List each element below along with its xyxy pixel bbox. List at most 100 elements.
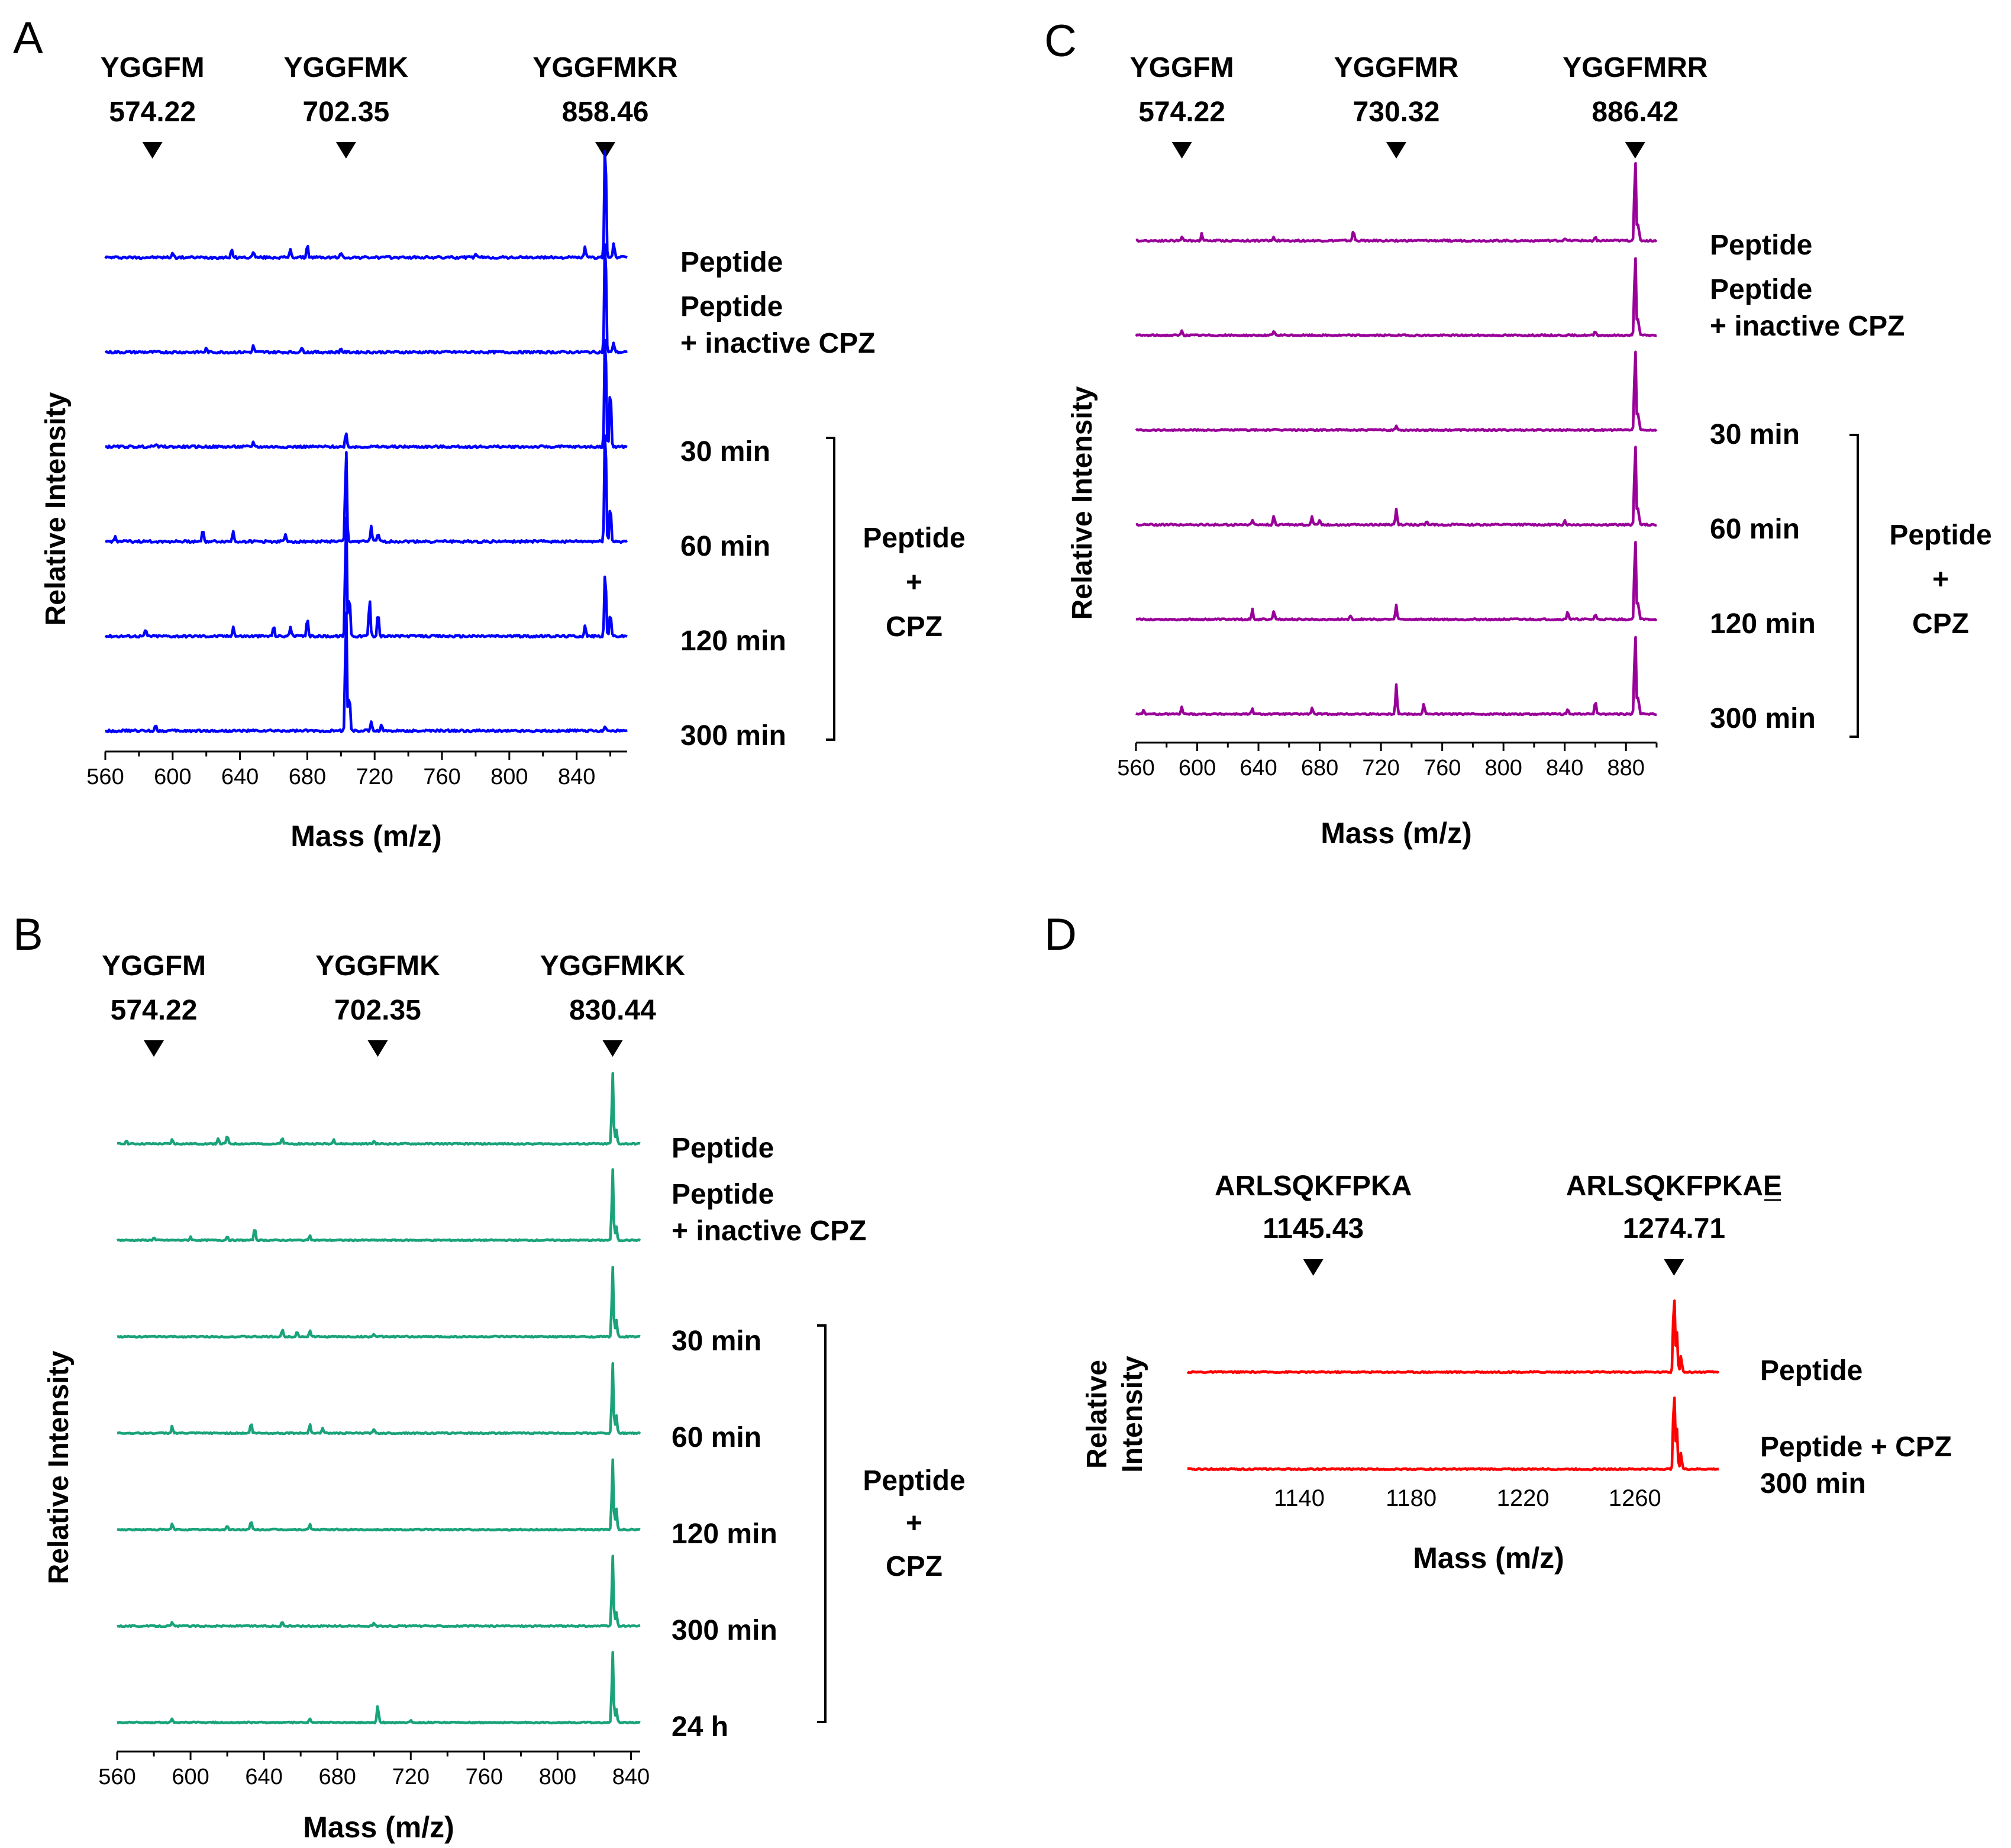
x-tick-label-c-880: 880 — [1607, 756, 1645, 781]
bracket-label-b-2: CPZ — [886, 1551, 942, 1582]
series-label-d-0-0: Peptide — [1760, 1355, 1862, 1386]
marker-triangle-d-0 — [1303, 1259, 1324, 1276]
spectrum-c-3 — [1135, 446, 1657, 527]
spectrum-d-0 — [1186, 1299, 1720, 1375]
series-label-c-3-0: 60 min — [1710, 514, 1800, 545]
marker-triangle-a-0 — [142, 142, 163, 159]
series-label-a-1-0: Peptide — [680, 291, 783, 322]
spectrum-c-4 — [1135, 540, 1658, 622]
spectrum-b-2 — [117, 1266, 641, 1339]
spectrum-a-5 — [105, 611, 628, 734]
marker-name-b-1: YGGFMK — [315, 950, 440, 982]
marker-mass-b-2: 830.44 — [569, 995, 656, 1026]
spectrum-a-1 — [104, 243, 628, 355]
x-tick-label-a-760: 760 — [423, 765, 460, 789]
panel-label-d: D — [1044, 910, 1077, 960]
series-label-b-1-0: Peptide — [672, 1179, 774, 1210]
x-tick-label-b-600: 600 — [172, 1765, 209, 1789]
x-tick-label-b-720: 720 — [392, 1765, 430, 1789]
y-axis-title-a: Relative Intensity — [40, 392, 72, 625]
x-tick-label-c-680: 680 — [1301, 756, 1338, 781]
marker-mass-a-2: 858.46 — [562, 96, 649, 128]
marker-triangle-d-1 — [1664, 1259, 1684, 1276]
marker-name-a-1: YGGFMK — [284, 52, 409, 83]
x-axis-title-b: Mass (m/z) — [303, 1811, 454, 1844]
x-axis-title-a: Mass (m/z) — [290, 820, 442, 853]
series-label-c-1-0: Peptide — [1710, 274, 1812, 305]
x-tick-label-a-640: 640 — [221, 765, 259, 789]
x-tick-label-c-760: 760 — [1423, 756, 1461, 781]
series-label-b-3-0: 60 min — [672, 1422, 761, 1453]
bracket-label-c-0: Peptide — [1889, 520, 1991, 551]
marker-name-b-2: YGGFMKK — [540, 950, 686, 982]
bracket-label-c-2: CPZ — [1912, 608, 1969, 640]
series-label-b-0-0: Peptide — [672, 1133, 774, 1164]
x-tick-label-b-760: 760 — [466, 1765, 503, 1789]
series-label-c-1-1: + inactive CPZ — [1710, 311, 1905, 342]
series-label-a-3-0: 60 min — [680, 531, 770, 562]
x-tick-label-a-600: 600 — [154, 765, 191, 789]
bracket-label-a-1: + — [906, 567, 922, 598]
x-tick-label-d-1180: 1180 — [1386, 1485, 1437, 1511]
marker-mass-c-0: 574.22 — [1138, 96, 1225, 128]
spectrum-b-1 — [116, 1168, 641, 1243]
x-axis-title-d: Mass (m/z) — [1413, 1541, 1564, 1575]
marker-mass-c-2: 886.42 — [1592, 96, 1678, 128]
marker-triangle-c-1 — [1386, 142, 1406, 159]
y-axis-title-c: Relative Intensity — [1067, 386, 1098, 620]
marker-triangle-c-0 — [1171, 142, 1192, 159]
marker-mass-a-1: 702.35 — [302, 96, 389, 128]
spectrum-c-5 — [1135, 636, 1657, 717]
marker-triangle-b-1 — [367, 1040, 388, 1057]
marker-triangle-b-2 — [602, 1040, 623, 1057]
marker-triangle-a-1 — [335, 142, 356, 159]
marker-mass-a-0: 574.22 — [109, 96, 196, 128]
x-axis-title-c: Mass (m/z) — [1321, 817, 1472, 850]
marker-name-a-2: YGGFMKR — [532, 52, 677, 83]
panel-label-c: C — [1044, 16, 1077, 66]
panel-label-b: B — [13, 910, 43, 960]
series-label-a-1-1: + inactive CPZ — [680, 328, 875, 359]
x-tick-label-c-560: 560 — [1117, 756, 1154, 781]
series-label-b-2-0: 30 min — [672, 1325, 761, 1357]
x-tick-label-c-840: 840 — [1546, 756, 1583, 781]
x-tick-label-b-800: 800 — [539, 1765, 576, 1789]
marker-name-a-0: YGGFM — [101, 52, 205, 83]
x-tick-label-c-800: 800 — [1484, 756, 1522, 781]
bracket-label-b-1: + — [906, 1508, 922, 1539]
x-tick-label-a-720: 720 — [356, 765, 393, 789]
spectrum-b-3 — [117, 1362, 641, 1436]
series-label-b-4-0: 120 min — [672, 1518, 777, 1550]
bracket-label-b-0: Peptide — [863, 1465, 965, 1497]
spectrum-c-0 — [1135, 162, 1658, 243]
spectrum-b-4 — [117, 1458, 641, 1532]
x-tick-label-d-1260: 1260 — [1609, 1485, 1661, 1511]
marker-name-c-0: YGGFM — [1130, 52, 1234, 83]
marker-name-d-1: ARLSQKFPKAE — [1566, 1170, 1782, 1202]
bracket-a — [826, 437, 835, 741]
series-label-d-1-1: 300 min — [1760, 1468, 1866, 1499]
bracket-c — [1849, 434, 1859, 738]
series-label-c-5-0: 300 min — [1710, 703, 1816, 734]
series-label-b-6-0: 24 h — [672, 1711, 728, 1743]
spectrum-c-2 — [1135, 350, 1658, 433]
y-axis-title-b: Relative Intensity — [43, 1350, 75, 1584]
series-label-a-0-0: Peptide — [680, 247, 783, 278]
series-label-a-2-0: 30 min — [680, 436, 770, 467]
bracket-b — [817, 1324, 827, 1723]
x-tick-label-a-560: 560 — [86, 765, 124, 789]
spectrum-b-6 — [117, 1651, 641, 1725]
marker-name-c-1: YGGFMR — [1334, 52, 1459, 83]
spectrum-a-0 — [104, 150, 628, 260]
spectrum-b-5 — [117, 1554, 641, 1628]
series-label-a-4-0: 120 min — [680, 625, 786, 657]
series-label-b-1-1: + inactive CPZ — [672, 1215, 866, 1247]
y-axis-title-d-1: Intensity — [1117, 1356, 1148, 1473]
x-tick-label-b-640: 640 — [245, 1765, 282, 1789]
x-tick-label-a-680: 680 — [289, 765, 326, 789]
series-label-b-5-0: 300 min — [672, 1615, 777, 1646]
bracket-label-a-0: Peptide — [863, 523, 965, 554]
marker-mass-d-1: 1274.71 — [1623, 1213, 1726, 1244]
x-tick-label-b-680: 680 — [319, 1765, 356, 1789]
